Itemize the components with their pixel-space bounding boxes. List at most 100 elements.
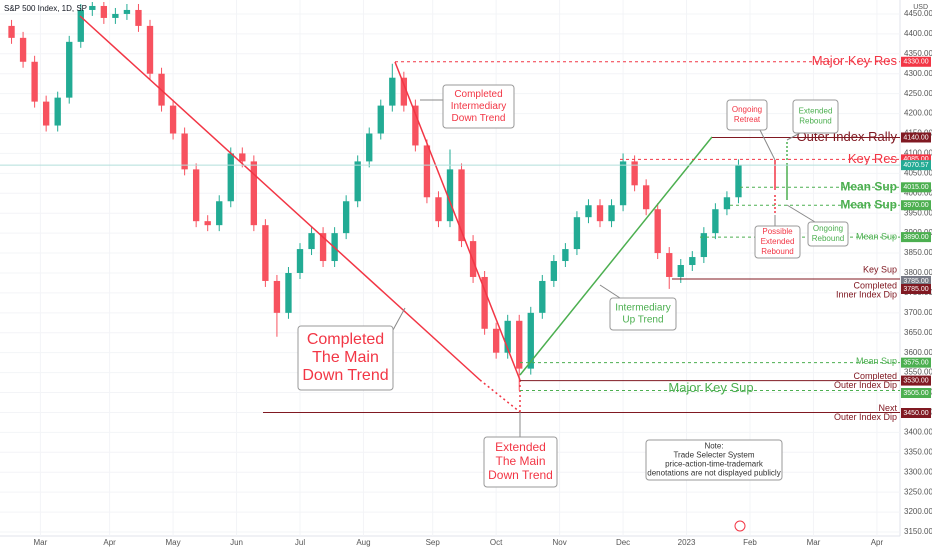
y-tick-label: 4000.00 [904, 188, 932, 197]
trend-line [79, 15, 481, 381]
callout-text: Ongoing [813, 224, 843, 233]
candle-body [66, 41, 73, 98]
level-label: Key Sup [863, 264, 897, 274]
callout-text: The Main [495, 454, 545, 468]
y-tick-label: 3250.00 [904, 487, 932, 496]
y-tick-label: 3800.00 [904, 268, 932, 277]
price-badge-label: 4140.00 [903, 134, 928, 141]
candle-body [412, 105, 419, 146]
chart-title: S&P 500 Index, 1D, SP [4, 4, 87, 13]
callout-text: Down Trend [488, 468, 553, 482]
callout-pointer [759, 129, 776, 161]
candle-body [423, 145, 431, 198]
price-badge [901, 160, 931, 171]
y-tick-label: 4050.00 [904, 168, 932, 177]
level-label: Next [878, 403, 897, 413]
x-tick-label: Jun [230, 538, 243, 547]
candle-body [723, 197, 731, 210]
candle-body [123, 9, 131, 14]
candle-body [366, 133, 373, 162]
price-badge [901, 56, 931, 67]
callout-text: denotations are not displayed publicly [647, 469, 780, 478]
y-tick-label: 3950.00 [904, 208, 932, 217]
callout-text: price-action-time-trademark [665, 460, 764, 469]
callout-pointer [392, 307, 406, 331]
candle-body [31, 61, 38, 102]
candle-body [700, 233, 708, 258]
candle-body [492, 328, 500, 353]
price-badge [901, 357, 931, 368]
candle-body [169, 105, 177, 134]
candle-body [677, 265, 684, 277]
price-badge-label: 3530.00 [903, 377, 928, 384]
candle-body [631, 161, 638, 186]
y-tick-label: 4450.00 [904, 9, 932, 18]
x-tick-label: Mar [807, 538, 821, 547]
candle-body [573, 217, 581, 250]
currency: USD [913, 4, 928, 11]
callout-box [483, 436, 558, 488]
callout-text: Intermediary [451, 101, 507, 112]
x-tick-label: Dec [616, 538, 630, 547]
y-tick-label: 4400.00 [904, 29, 932, 38]
callout-pointer [786, 204, 816, 223]
candle-body [42, 101, 50, 126]
candle-body [516, 320, 523, 369]
candle-body [550, 261, 558, 281]
candle-body [54, 97, 61, 126]
candle-body [735, 165, 742, 198]
candle-body [19, 37, 27, 62]
price-badge [901, 182, 931, 193]
y-tick-label: 3600.00 [904, 348, 932, 357]
candle-body [146, 25, 154, 74]
y-tick-label: 3400.00 [904, 427, 932, 436]
callout-text: Intermediary [615, 303, 671, 314]
callout-text: Down Trend [302, 367, 388, 384]
callout-text: Retreat [734, 115, 761, 124]
callout-box [807, 221, 849, 247]
price-badge [901, 284, 931, 294]
price-badge-label: 4015.00 [903, 184, 928, 191]
candle-body [89, 5, 96, 10]
y-tick-label: 3200.00 [904, 507, 932, 516]
trend-line [394, 61, 521, 381]
callout-box [442, 84, 515, 129]
candle-body [100, 5, 108, 18]
price-badge [901, 408, 931, 418]
level-label: Mean Sup [856, 356, 897, 366]
level-label: Mean Sup [840, 179, 897, 193]
candle-body [204, 221, 211, 226]
callout-text: Up Trend [622, 315, 663, 326]
price-badge [901, 375, 931, 386]
candle-body [642, 185, 650, 210]
level-label: Mean Sup [840, 197, 897, 211]
candle-body [8, 25, 15, 38]
callout-text: Rebound [799, 117, 831, 126]
price-badge [901, 276, 931, 286]
candle-body [262, 225, 269, 281]
callout-text: Rebound [761, 247, 793, 256]
callout-box [792, 99, 839, 134]
candle-body [527, 312, 534, 369]
price-badge [901, 154, 931, 165]
callout-pointer [786, 132, 801, 141]
price-badge-label: 4085.00 [903, 156, 928, 163]
level-label: Mean Sup [856, 231, 897, 241]
callout-text: Trade Selecter System [673, 451, 754, 460]
price-badge-label: 3970.00 [903, 202, 928, 209]
price-badge [901, 132, 931, 143]
candle-body [458, 169, 465, 242]
callout-text: Rebound [812, 234, 844, 243]
x-tick-label: Feb [743, 538, 757, 547]
callout-box [726, 99, 768, 131]
x-tick-label: Jul [295, 538, 305, 547]
price-badge-label: 3575.00 [903, 359, 928, 366]
callout-text: Note: [704, 442, 723, 451]
candle-body [435, 197, 442, 222]
candle-body [596, 205, 604, 222]
candle-body [481, 276, 488, 329]
callout-box [609, 297, 677, 331]
price-badge [901, 232, 931, 243]
candle-body [712, 209, 719, 234]
